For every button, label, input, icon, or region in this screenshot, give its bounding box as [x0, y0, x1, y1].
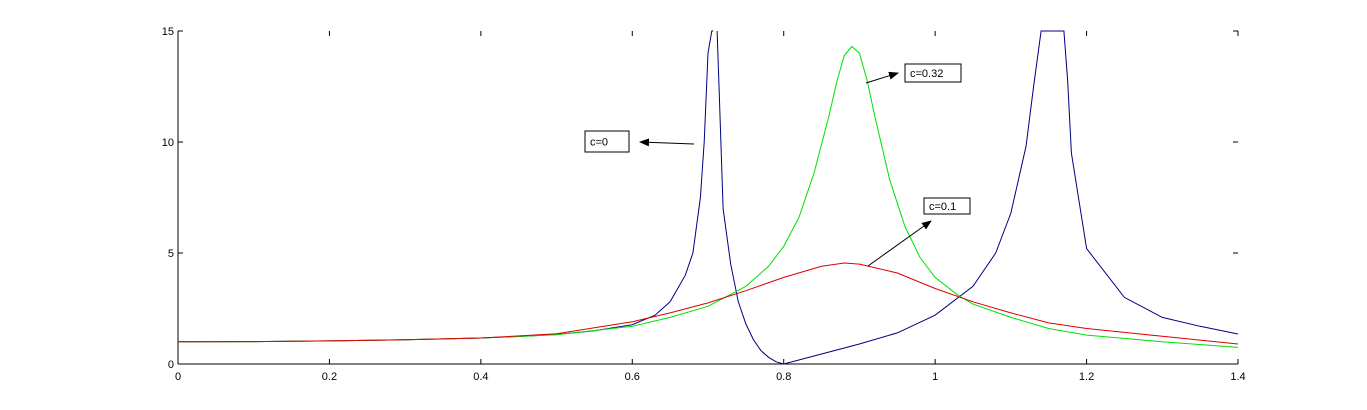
series-line-2 [177, 45, 1239, 348]
annotation-label: c=0 [590, 137, 608, 149]
annotation-arrow [639, 138, 695, 147]
annotation-2: c=0.1 [867, 197, 971, 267]
x-tick-label: 0.6 [625, 371, 640, 383]
x-tick-label: 0.2 [322, 371, 337, 383]
annotation-1: c=0.32 [865, 63, 962, 84]
x-tick-label: 0 [175, 371, 181, 383]
x-tick-label: 1.4 [1230, 371, 1245, 383]
annotation-arrow [865, 71, 899, 84]
x-tick-label: 0.8 [776, 371, 791, 383]
axes [177, 31, 1238, 365]
annotation-layer: c=0 c=0.32 c=0.1 [584, 63, 971, 267]
x-ticks: 0 0.2 0.4 0.6 0.8 1 1.2 1.4 [175, 31, 1246, 383]
series-line-1 [716, 30, 1239, 365]
y-tick-label: 5 [168, 248, 174, 260]
y-tick-label: 0 [168, 359, 174, 371]
annotation-arrow [867, 220, 932, 267]
x-tick-label: 1.2 [1079, 371, 1094, 383]
y-tick-label: 15 [162, 26, 174, 38]
series-line-0 [177, 30, 714, 343]
series-line-3 [177, 262, 1239, 345]
annotation-label: c=0.32 [910, 68, 943, 80]
annotation-0: c=0 [584, 130, 695, 153]
x-tick-label: 0.4 [473, 371, 488, 383]
annotation-box [904, 63, 962, 83]
series-layer [177, 30, 1239, 365]
x-tick-label: 1 [932, 371, 938, 383]
annotation-box [584, 130, 630, 153]
y-tick-label: 10 [162, 137, 174, 149]
annotation-box [923, 197, 971, 215]
annotation-label: c=0.1 [929, 201, 956, 213]
y-ticks: 0 5 10 15 [162, 26, 1238, 371]
